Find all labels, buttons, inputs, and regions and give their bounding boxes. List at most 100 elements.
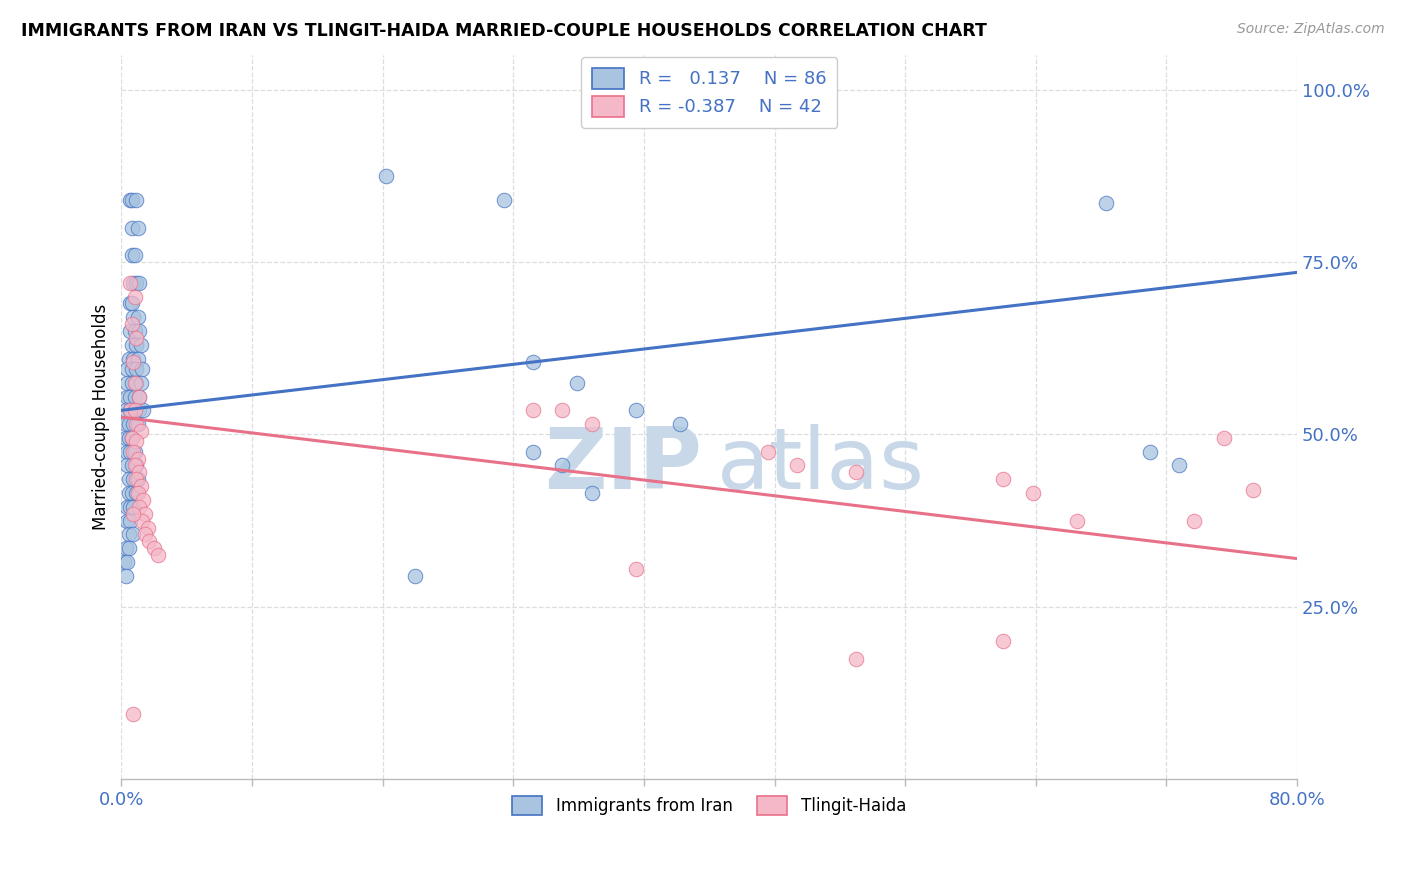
Point <box>624 403 647 417</box>
Point <box>1182 514 1205 528</box>
Point <box>1139 444 1161 458</box>
Point <box>122 500 145 514</box>
Point <box>125 331 148 345</box>
Point <box>120 276 142 290</box>
Point <box>115 417 138 431</box>
Point <box>124 289 146 303</box>
Point <box>122 276 145 290</box>
Point <box>551 458 574 473</box>
Point <box>122 507 145 521</box>
Point <box>122 472 145 486</box>
Point <box>128 390 150 404</box>
Point <box>118 431 141 445</box>
Point <box>120 193 142 207</box>
Y-axis label: Married-couple Households: Married-couple Households <box>93 304 110 531</box>
Point <box>122 310 145 325</box>
Point <box>121 338 143 352</box>
Point <box>522 355 544 369</box>
Point <box>128 403 150 417</box>
Point <box>117 555 139 569</box>
Point <box>581 417 603 431</box>
Text: IMMIGRANTS FROM IRAN VS TLINGIT-HAIDA MARRIED-COUPLE HOUSEHOLDS CORRELATION CHAR: IMMIGRANTS FROM IRAN VS TLINGIT-HAIDA MA… <box>21 22 987 40</box>
Point <box>128 276 150 290</box>
Point <box>121 431 143 445</box>
Text: Source: ZipAtlas.com: Source: ZipAtlas.com <box>1237 22 1385 37</box>
Point <box>127 417 149 431</box>
Point <box>127 472 149 486</box>
Point <box>991 472 1014 486</box>
Point <box>124 403 146 417</box>
Point <box>1241 483 1264 497</box>
Point <box>129 479 152 493</box>
Point <box>117 390 139 404</box>
Point <box>120 324 142 338</box>
Point <box>121 362 143 376</box>
Point <box>118 541 141 556</box>
Point <box>786 458 808 473</box>
Point <box>129 376 152 390</box>
Point <box>522 444 544 458</box>
Point <box>120 403 142 417</box>
Point <box>125 486 148 500</box>
Point <box>122 706 145 721</box>
Point <box>120 444 142 458</box>
Point <box>125 417 148 431</box>
Point <box>118 417 141 431</box>
Point <box>127 310 149 325</box>
Point <box>117 514 139 528</box>
Point <box>118 472 141 486</box>
Point <box>127 220 149 235</box>
Point <box>124 248 146 262</box>
Point <box>131 514 153 528</box>
Point <box>121 431 143 445</box>
Point <box>121 296 143 310</box>
Point <box>121 317 143 331</box>
Point <box>115 431 138 445</box>
Point <box>565 376 588 390</box>
Text: atlas: atlas <box>717 424 925 507</box>
Point <box>120 296 142 310</box>
Point <box>124 324 146 338</box>
Point <box>131 362 153 376</box>
Point <box>128 390 150 404</box>
Point <box>128 500 150 514</box>
Point <box>121 458 143 473</box>
Point <box>122 351 145 366</box>
Point <box>129 424 152 438</box>
Point <box>124 444 146 458</box>
Point <box>1212 431 1234 445</box>
Point <box>120 403 142 417</box>
Point <box>125 434 148 449</box>
Point <box>624 562 647 576</box>
Point <box>120 500 142 514</box>
Point <box>118 527 141 541</box>
Point <box>669 417 692 431</box>
Point <box>117 376 139 390</box>
Point <box>112 555 135 569</box>
Point <box>121 220 143 235</box>
Point <box>404 569 426 583</box>
Point <box>128 324 150 338</box>
Point <box>122 355 145 369</box>
Point <box>121 193 143 207</box>
Point <box>118 351 141 366</box>
Text: ZIP: ZIP <box>544 424 702 507</box>
Point <box>125 338 148 352</box>
Point <box>136 520 159 534</box>
Point <box>122 444 145 458</box>
Point <box>522 403 544 417</box>
Point <box>148 548 170 562</box>
Point <box>127 451 149 466</box>
Point <box>120 390 142 404</box>
Point <box>125 193 148 207</box>
Point <box>115 403 138 417</box>
Point <box>756 444 779 458</box>
Point <box>124 403 146 417</box>
Point <box>142 541 165 556</box>
Point <box>125 362 148 376</box>
Point <box>134 507 156 521</box>
Point <box>138 534 160 549</box>
Point <box>129 338 152 352</box>
Point <box>121 248 143 262</box>
Point <box>124 458 146 473</box>
